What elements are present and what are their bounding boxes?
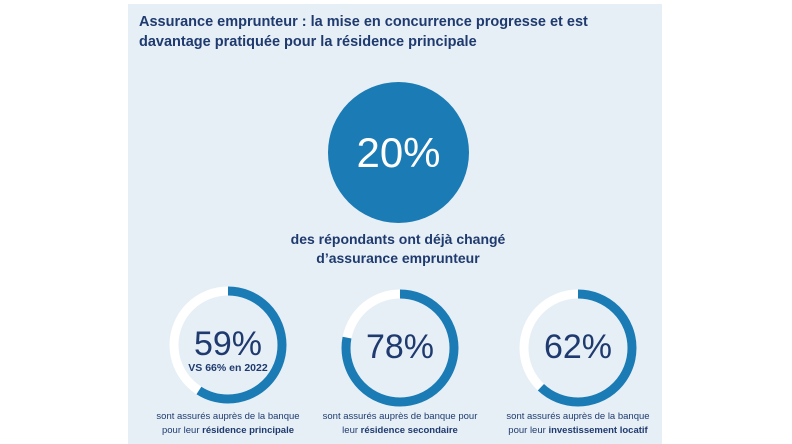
donut-3-label: 62% [508,329,648,365]
donut-3-caption-pre: sont assurés auprès de la banque [506,411,650,422]
donut-2-caption-bold: résidence secondaire [360,425,458,436]
donut-2-arc [341,289,459,407]
donut-3-caption-bold: investissement locatif [548,425,648,436]
donut-1-label: 59% VS 66% en 2022 [158,326,298,374]
donut-3-caption-mid: pour leur [508,425,549,436]
headline-caption: des répondants ont déjà changé d’assuran… [260,230,536,268]
infographic-panel [128,4,662,444]
headline-circle [328,82,469,223]
donut-2-label: 78% [330,329,470,365]
donut-1-arc [169,286,287,404]
donut-1-subtext: VS 66% en 2022 [188,362,268,374]
donut-3-value: 62% [543,328,613,366]
donut-2-caption-mid: leur [342,425,361,436]
donut-2-value: 78% [365,328,435,366]
donut-1-caption-mid: pour leur [161,425,203,436]
donut-1-caption-bold: résidence principale [202,425,294,436]
infographic-title: Assurance emprunteur : la mise en concur… [139,14,588,50]
headline-value: 20% [356,128,441,176]
donut-1-caption-pre: sont assurés auprès de la banque [156,411,300,422]
donut-3-caption: sont assurés auprès de la banque pour le… [488,410,668,438]
headline-caption-line1: des répondants ont déjà changé [290,231,506,247]
donut-2-caption: sont assurés auprès de banque pour leur … [310,410,490,438]
donut-1-value: 59% [193,325,263,363]
donut-2-caption-pre: sont assurés auprès de banque pour [322,411,478,422]
headline-caption-line2: d’assurance emprunteur [316,250,480,266]
donut-3-arc [519,289,637,407]
donut-1-caption: sont assurés auprès de la banque pour le… [138,410,318,438]
